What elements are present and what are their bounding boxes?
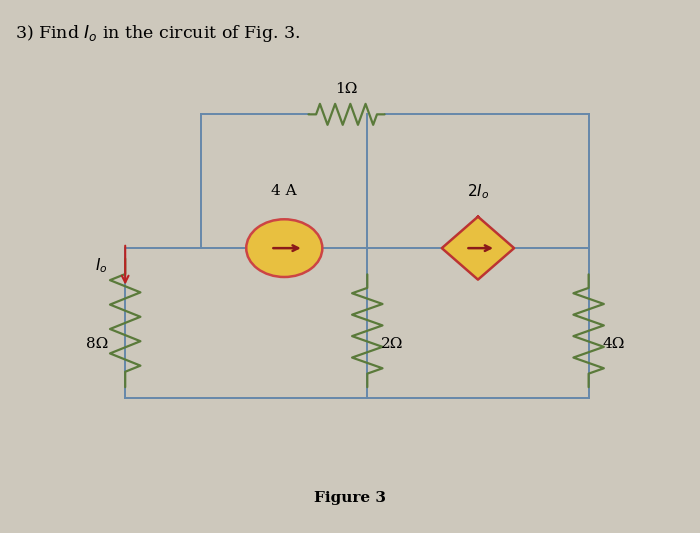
- Text: Figure 3: Figure 3: [314, 491, 386, 505]
- Text: 8Ω: 8Ω: [85, 337, 108, 351]
- Text: 2Ω: 2Ω: [381, 337, 403, 351]
- Text: 3) Find $I_o$ in the circuit of Fig. 3.: 3) Find $I_o$ in the circuit of Fig. 3.: [15, 22, 300, 44]
- Text: 4 A: 4 A: [272, 184, 297, 198]
- Text: $2I_o$: $2I_o$: [467, 182, 489, 201]
- Text: 4Ω: 4Ω: [603, 337, 625, 351]
- Polygon shape: [442, 216, 514, 280]
- Text: $I_o$: $I_o$: [95, 256, 108, 274]
- Circle shape: [246, 219, 322, 277]
- Text: 1Ω: 1Ω: [335, 82, 358, 96]
